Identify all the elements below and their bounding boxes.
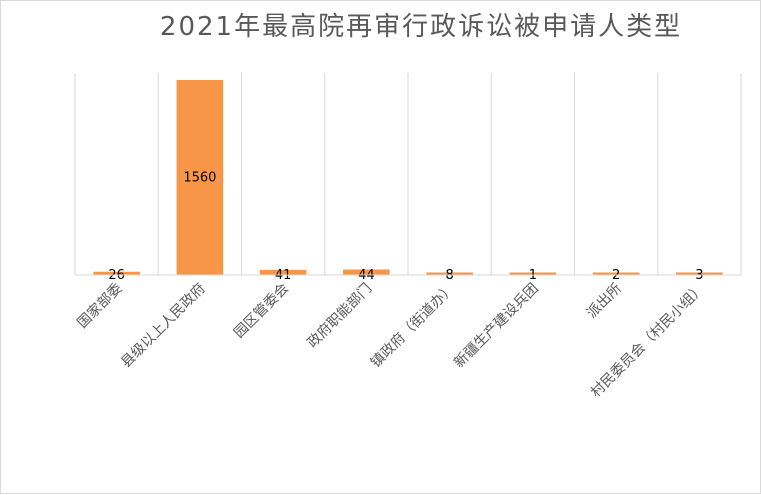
bar	[426, 272, 473, 275]
bar	[259, 269, 307, 275]
bar	[676, 272, 723, 275]
category-label: 国家部委	[74, 280, 126, 332]
bar	[509, 272, 557, 275]
category-label: 园区管委会	[231, 281, 292, 342]
category-label: 县级以上人民政府	[118, 281, 209, 372]
category-label: 新疆生产建设兵团	[451, 281, 542, 372]
bar	[93, 271, 140, 275]
data-label: 1560	[183, 171, 216, 186]
category-label: 派出所	[584, 281, 625, 322]
bar	[176, 80, 224, 275]
bar	[592, 272, 640, 275]
bar	[343, 269, 390, 275]
category-label: 政府职能部门	[304, 281, 375, 352]
chart-title: 2021年最高院再审行政诉讼被申请人类型	[159, 12, 683, 42]
category-label: 镇政府（街道办）	[368, 281, 459, 372]
